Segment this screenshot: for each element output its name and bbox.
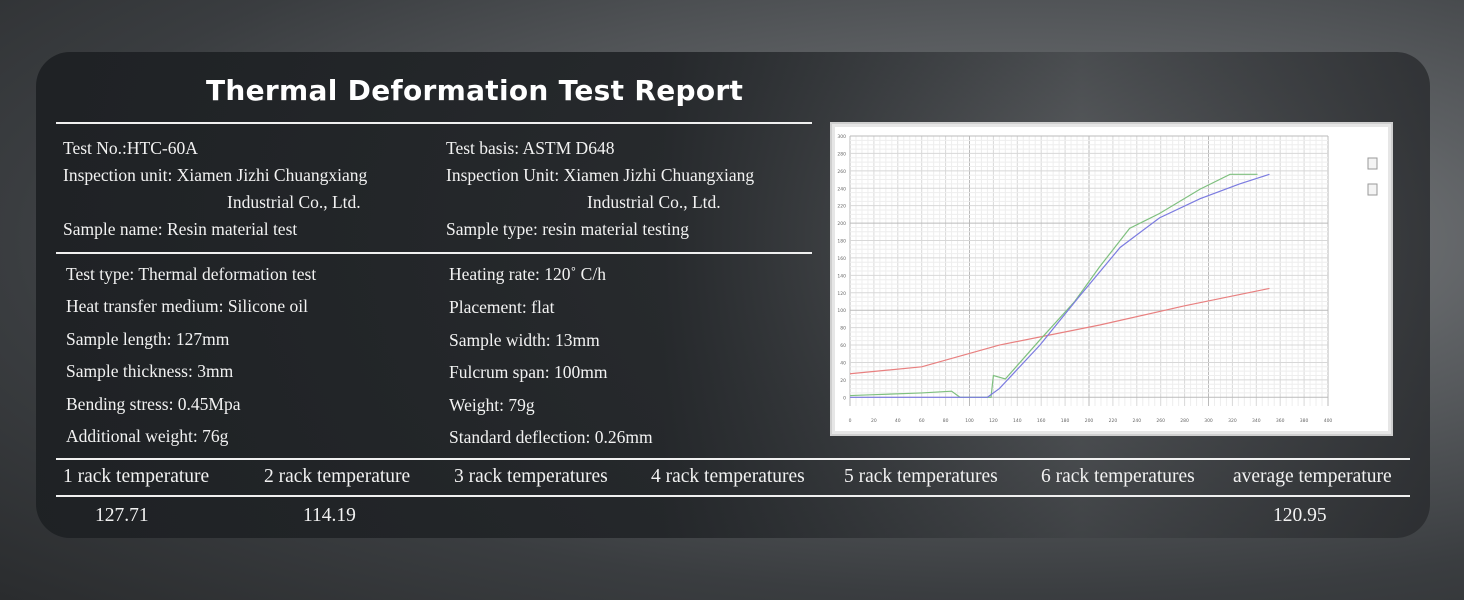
y-tick-label: 240 xyxy=(837,186,846,192)
y-tick-label: 200 xyxy=(837,221,846,227)
y-tick-label: 220 xyxy=(837,204,846,210)
divider xyxy=(56,458,1410,460)
param-deflection: Standard deflection: 0.26mm xyxy=(449,427,653,447)
y-tick-label: 180 xyxy=(837,239,846,245)
y-tick-label: 260 xyxy=(837,169,846,175)
y-tick-label: 160 xyxy=(837,256,846,262)
x-tick-label: 400 xyxy=(1324,418,1333,424)
y-tick-label: 140 xyxy=(837,273,846,279)
divider xyxy=(56,122,812,124)
inspection-unit-right-cont: Industrial Co., Ltd. xyxy=(587,192,721,212)
x-tick-label: 140 xyxy=(1013,418,1022,424)
sample-name: Sample name: Resin material test xyxy=(63,219,298,239)
zoom-out-icon xyxy=(1367,183,1378,196)
x-tick-label: 200 xyxy=(1085,418,1094,424)
x-tick-label: 340 xyxy=(1252,418,1261,424)
inspection-unit-right: Inspection Unit: Xiamen Jizhi Chuangxian… xyxy=(446,165,755,185)
table-value: 114.19 xyxy=(303,505,356,526)
zoom-in-icon xyxy=(1367,157,1378,170)
param-weight: Weight: 79g xyxy=(449,395,535,415)
param-test-type: Test type: Thermal deformation test xyxy=(66,264,317,284)
x-tick-label: 100 xyxy=(965,418,974,424)
x-tick-label: 0 xyxy=(849,418,852,424)
x-tick-label: 260 xyxy=(1156,418,1165,424)
chart-panel: 0 20 40 60 80 100 120 140 160 180 200 220 240 260 280 3… xyxy=(830,122,1393,436)
y-tick-label: 300 xyxy=(837,134,846,140)
test-basis: Test basis: ASTM D648 xyxy=(446,138,615,158)
series-line-3 xyxy=(850,173,1270,398)
table-value: 127.71 xyxy=(95,505,149,526)
table-header: average temperature xyxy=(1233,466,1392,487)
table-header: 3 rack temperatures xyxy=(454,466,608,487)
y-tick-label: 100 xyxy=(837,308,846,314)
y-tick-label: 0 xyxy=(843,395,846,401)
inspection-unit: Inspection unit: Xiamen Jizhi Chuangxian… xyxy=(63,165,368,185)
y-tick-label: 40 xyxy=(840,360,846,366)
x-tick-label: 120 xyxy=(989,418,998,424)
x-tick-label: 280 xyxy=(1180,418,1189,424)
deformation-chart: 0204060801001201401601802002202402602803… xyxy=(837,134,1378,424)
table-header: 2 rack temperature xyxy=(264,466,411,487)
table-header: 1 rack temperature xyxy=(63,466,210,487)
x-tick-label: 240 xyxy=(1133,418,1142,424)
y-tick-label: 280 xyxy=(837,151,846,157)
inspection-unit-cont: Industrial Co., Ltd. xyxy=(227,192,361,212)
param-stress: Bending stress: 0.45Mpa xyxy=(66,394,241,414)
table-value: 120.95 xyxy=(1273,505,1327,526)
test-number: Test No.:HTC-60A xyxy=(63,138,198,158)
divider xyxy=(56,252,812,254)
table-header: 5 rack temperatures xyxy=(844,466,998,487)
divider xyxy=(56,495,1410,497)
x-tick-label: 320 xyxy=(1228,418,1237,424)
x-tick-label: 360 xyxy=(1276,418,1285,424)
param-heating-rate: Heating rate: 120˚ C/h xyxy=(449,264,606,284)
sample-type: Sample type: resin material testing xyxy=(446,219,689,239)
x-tick-label: 60 xyxy=(919,418,925,424)
param-length: Sample length: 127mm xyxy=(66,329,230,349)
param-add-weight: Additional weight: 76g xyxy=(66,426,229,446)
param-placement: Placement: flat xyxy=(449,297,555,317)
y-tick-label: 20 xyxy=(840,378,846,384)
series-line-1 xyxy=(849,287,1270,375)
x-tick-label: 220 xyxy=(1109,418,1118,424)
x-tick-label: 180 xyxy=(1061,418,1070,424)
param-span: Fulcrum span: 100mm xyxy=(449,362,608,382)
table-header: 4 rack temperatures xyxy=(651,466,805,487)
x-tick-label: 300 xyxy=(1204,418,1213,424)
param-medium: Heat transfer medium: Silicone oil xyxy=(66,296,309,316)
y-tick-label: 80 xyxy=(840,326,846,332)
x-tick-label: 160 xyxy=(1037,418,1046,424)
param-width: Sample width: 13mm xyxy=(449,330,600,350)
table-header: 6 rack temperatures xyxy=(1041,466,1195,487)
report-title: Thermal Deformation Test Report xyxy=(206,74,744,107)
series-line-2 xyxy=(849,173,1258,398)
x-tick-label: 380 xyxy=(1300,418,1309,424)
x-tick-label: 80 xyxy=(943,418,949,424)
x-tick-label: 20 xyxy=(871,418,877,424)
x-tick-label: 40 xyxy=(895,418,901,424)
y-tick-label: 60 xyxy=(840,343,846,349)
y-tick-label: 120 xyxy=(837,291,846,297)
param-thickness: Sample thickness: 3mm xyxy=(66,361,234,381)
